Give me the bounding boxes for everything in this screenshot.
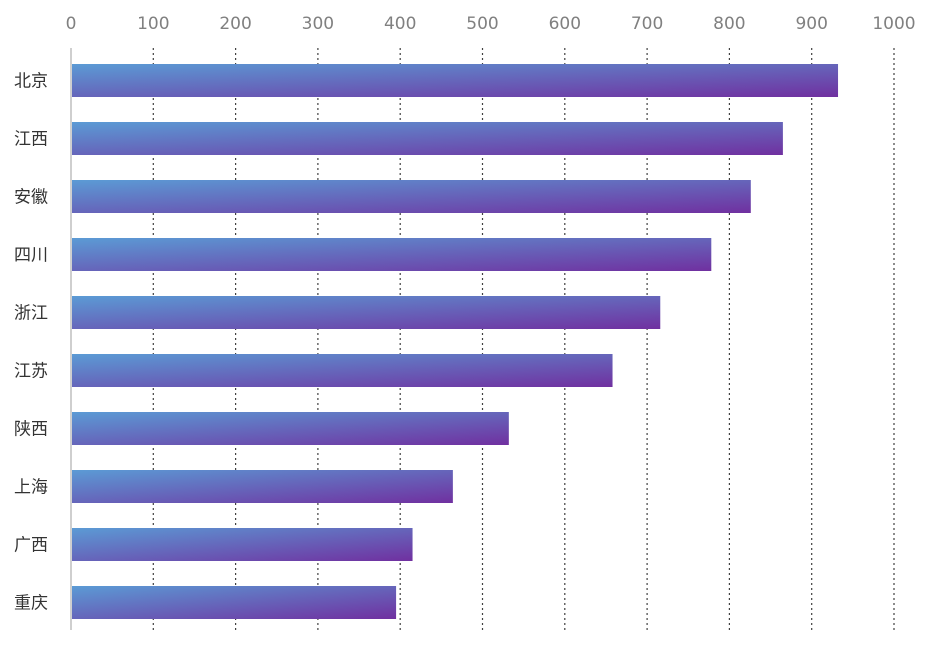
x-tick-label: 300 [302,14,334,34]
x-tick-label: 100 [137,14,169,34]
bar [72,470,453,503]
category-label: 安徽 [14,188,48,208]
bars [72,64,839,619]
bar [72,64,839,97]
x-tick-label: 400 [384,14,416,34]
category-label: 陕西 [14,420,48,440]
x-axis-ticks: 0 100 200 300 400 500 600 700 800 900 1000 [66,14,916,34]
category-label: 四川 [14,246,48,266]
bar [72,122,783,155]
x-tick-label: 0 [66,14,77,34]
bar [72,412,509,445]
x-tick-label: 1000 [872,14,915,34]
category-label: 广西 [14,536,48,556]
x-tick-label: 700 [631,14,663,34]
bar [72,586,397,619]
category-label: 重庆 [14,594,48,614]
x-tick-label: 800 [713,14,745,34]
x-tick-label: 200 [219,14,251,34]
category-label: 江西 [14,130,48,150]
category-label: 北京 [14,72,48,92]
category-label: 浙江 [14,304,48,324]
bar [72,180,751,213]
bar [72,238,712,271]
x-tick-label: 900 [795,14,827,34]
category-label: 上海 [14,478,48,498]
bar [72,296,661,329]
bar [72,354,613,387]
category-label: 江苏 [14,362,48,382]
x-tick-label: 500 [466,14,498,34]
x-tick-label: 600 [549,14,581,34]
bar [72,528,413,561]
